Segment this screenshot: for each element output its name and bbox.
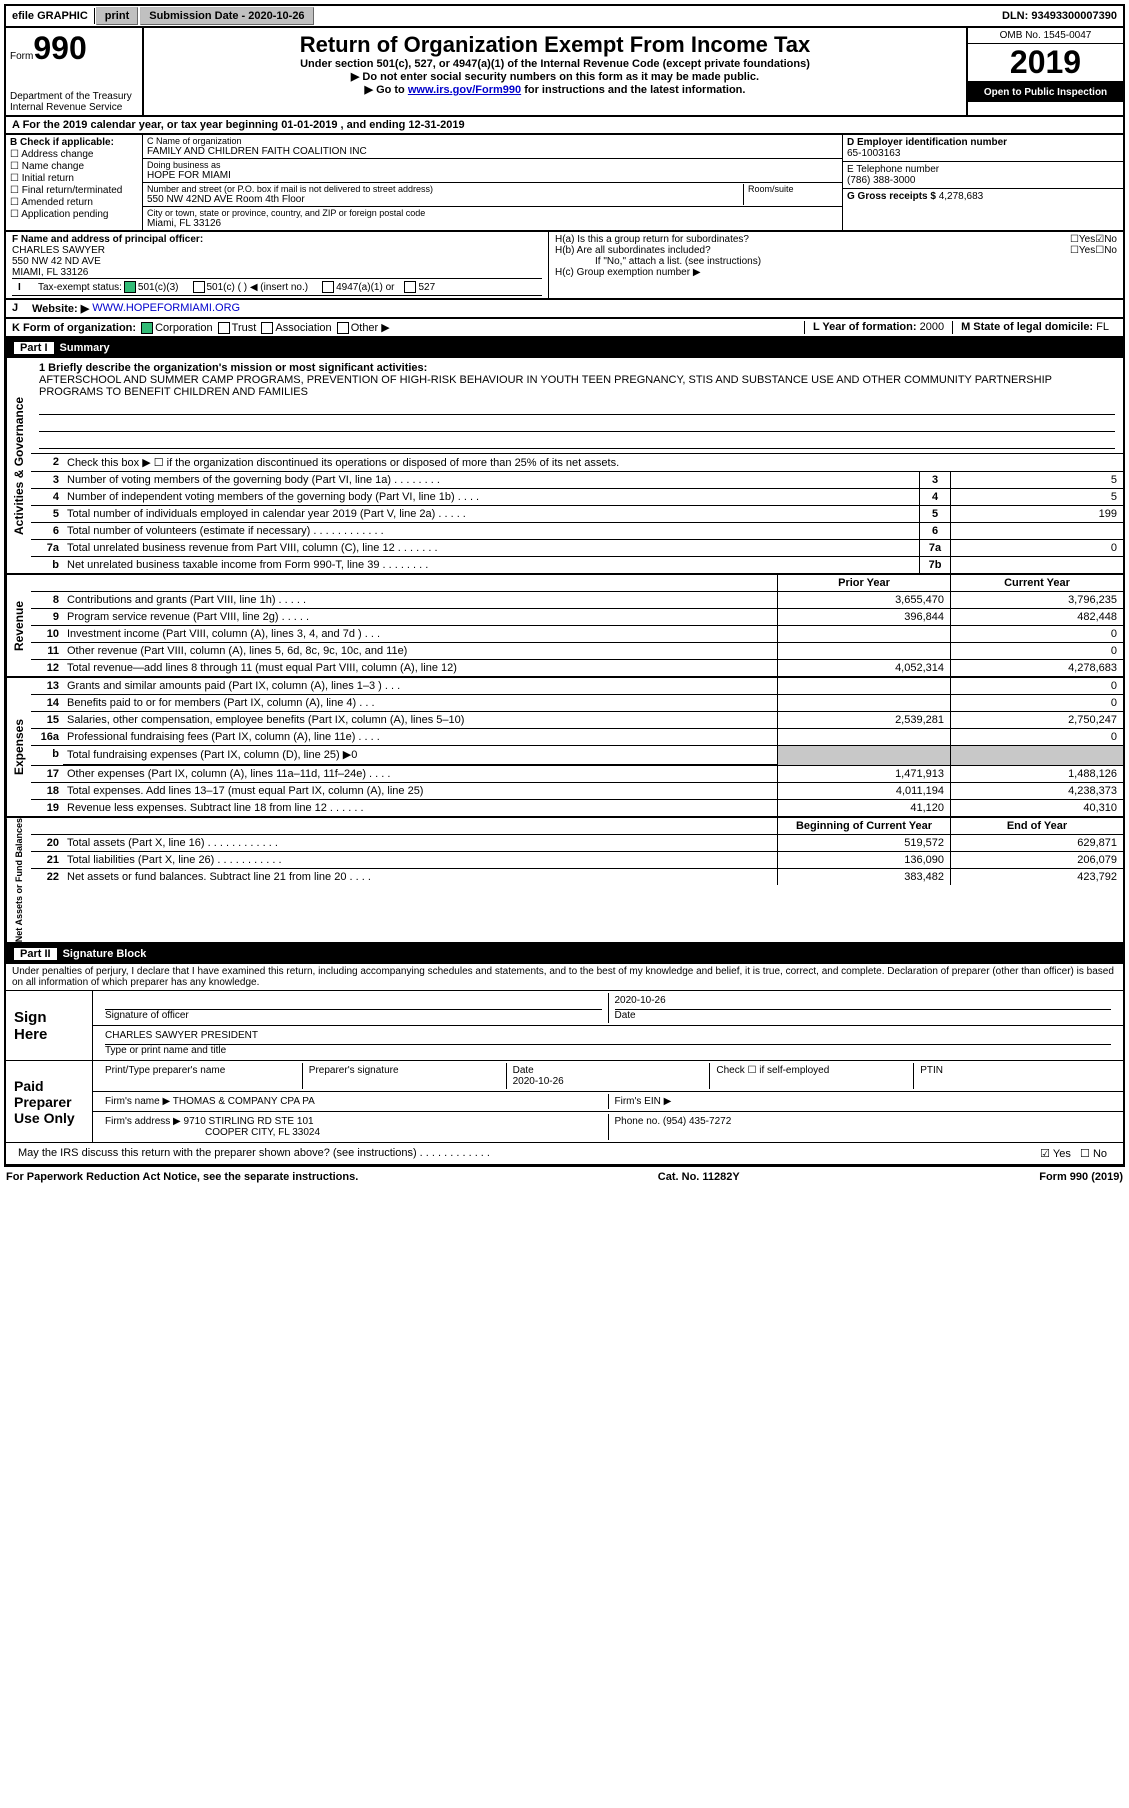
chk-527[interactable] [404, 281, 416, 293]
dept-treasury: Department of the Treasury [10, 91, 138, 102]
sign-here-label: Sign Here [6, 991, 93, 1060]
side-exp: Expenses [6, 678, 31, 816]
officer-signature-name: CHARLES SAWYER PRESIDENT [105, 1030, 1111, 1045]
state-domicile: FL [1096, 321, 1109, 333]
col-b-checkboxes: B Check if applicable: ☐ Address change … [6, 135, 143, 230]
website-row: J Website: ▶ WWW.HOPEFORMIAMI.ORG [4, 300, 1125, 319]
signature-block: Under penalties of perjury, I declare th… [4, 964, 1125, 1167]
subtitle-2: ▶ Do not enter social security numbers o… [148, 70, 962, 83]
side-rev: Revenue [6, 575, 31, 676]
subtitle-1: Under section 501(c), 527, or 4947(a)(1)… [148, 58, 962, 70]
chk-4947[interactable] [322, 281, 334, 293]
header-center: Return of Organization Exempt From Incom… [144, 28, 968, 115]
klm-row: K Form of organization: Corporation Trus… [4, 319, 1125, 338]
revenue-section: Revenue Prior YearCurrent Year 8Contribu… [4, 575, 1125, 678]
chk-other[interactable] [337, 322, 349, 334]
chk-final-return[interactable]: ☐ Final return/terminated [10, 185, 138, 196]
part-2-header: Part IISignature Block [4, 944, 1125, 964]
chk-trust[interactable] [218, 322, 230, 334]
officer-addr1: 550 NW 42 ND AVE [12, 256, 542, 267]
website-link[interactable]: WWW.HOPEFORMIAMI.ORG [92, 302, 240, 315]
irs-label: Internal Revenue Service [10, 102, 138, 113]
dln: DLN: 93493300007390 [996, 8, 1123, 24]
officer-name: CHARLES SAWYER [12, 245, 542, 256]
col-d-right: D Employer identification number 65-1003… [842, 135, 1123, 230]
tax-year: 2019 [968, 43, 1123, 83]
pra-notice: For Paperwork Reduction Act Notice, see … [6, 1171, 358, 1183]
efile-label: efile GRAPHIC [6, 8, 95, 24]
omb-number: OMB No. 1545-0047 [968, 28, 1123, 43]
officer-addr2: MIAMI, FL 33126 [12, 267, 542, 278]
header: Form990 Department of the Treasury Inter… [4, 28, 1125, 117]
chk-corp[interactable] [141, 322, 153, 334]
officer-group-section: F Name and address of principal officer:… [4, 232, 1125, 300]
chk-name-change[interactable]: ☐ Name change [10, 161, 138, 172]
chk-address-change[interactable]: ☐ Address change [10, 149, 138, 160]
col-c-org: C Name of organization FAMILY AND CHILDR… [143, 135, 842, 230]
side-net: Net Assets or Fund Balances [6, 818, 31, 942]
entity-info: B Check if applicable: ☐ Address change … [4, 135, 1125, 232]
side-ag: Activities & Governance [6, 358, 31, 573]
activities-governance: Activities & Governance 1 Briefly descri… [4, 358, 1125, 575]
instructions-link[interactable]: www.irs.gov/Form990 [408, 84, 521, 96]
form-number: 990 [33, 30, 86, 66]
perjury-declaration: Under penalties of perjury, I declare th… [6, 964, 1123, 991]
chk-501c[interactable] [193, 281, 205, 293]
chk-assoc[interactable] [261, 322, 273, 334]
cat-no: Cat. No. 11282Y [658, 1171, 740, 1183]
chk-app-pending[interactable]: ☐ Application pending [10, 209, 138, 220]
expenses-section: Expenses 13Grants and similar amounts pa… [4, 678, 1125, 818]
period-line: A For the 2019 calendar year, or tax yea… [4, 117, 1125, 135]
form-title: Return of Organization Exempt From Incom… [148, 32, 962, 58]
header-right: OMB No. 1545-0047 2019 Open to Public In… [968, 28, 1123, 115]
gross-receipts: 4,278,683 [939, 191, 984, 202]
chk-initial-return[interactable]: ☐ Initial return [10, 173, 138, 184]
year-formation: 2000 [920, 321, 944, 333]
paid-preparer-label: Paid Preparer Use Only [6, 1061, 93, 1142]
page-footer: For Paperwork Reduction Act Notice, see … [4, 1167, 1125, 1187]
form-id-col: Form990 Department of the Treasury Inter… [6, 28, 144, 115]
org-name: FAMILY AND CHILDREN FAITH COALITION INC [147, 146, 838, 157]
submission-date-button[interactable]: Submission Date - 2020-10-26 [140, 7, 313, 25]
firm-name: THOMAS & COMPANY CPA PA [173, 1096, 315, 1107]
form-ref: Form 990 (2019) [1039, 1171, 1123, 1183]
dba-name: HOPE FOR MIAMI [147, 170, 838, 181]
chk-amended[interactable]: ☐ Amended return [10, 197, 138, 208]
preparer-phone: (954) 435-7272 [663, 1116, 731, 1127]
print-button[interactable]: print [96, 7, 138, 25]
phone: (786) 388-3000 [847, 175, 1119, 186]
subtitle-3: ▶ Go to www.irs.gov/Form990 for instruct… [148, 83, 962, 96]
open-public-badge: Open to Public Inspection [968, 83, 1123, 102]
top-bar: efile GRAPHIC print Submission Date - 20… [4, 4, 1125, 28]
city-state-zip: Miami, FL 33126 [147, 218, 838, 229]
street-address: 550 NW 42ND AVE Room 4th Floor [147, 194, 743, 205]
chk-501c3[interactable] [124, 281, 136, 293]
net-assets-section: Net Assets or Fund Balances Beginning of… [4, 818, 1125, 944]
part-1-header: Part ISummary [4, 338, 1125, 358]
mission-text: AFTERSCHOOL AND SUMMER CAMP PROGRAMS, PR… [39, 374, 1115, 398]
ein: 65-1003163 [847, 148, 1119, 159]
